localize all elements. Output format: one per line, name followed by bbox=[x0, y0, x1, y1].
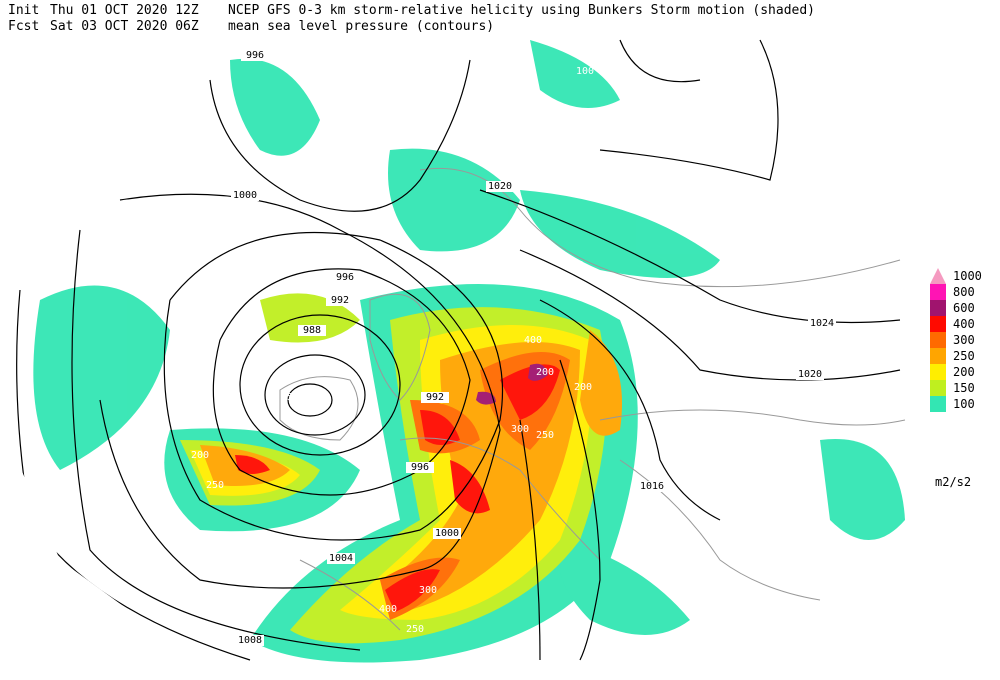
contour-label: 992 bbox=[426, 392, 444, 403]
legend-swatch bbox=[930, 348, 946, 364]
contour-label-bg bbox=[298, 325, 326, 336]
helicity-label: 150 bbox=[281, 392, 299, 403]
contour-label: 996 bbox=[246, 50, 264, 61]
contour-label: 992 bbox=[331, 295, 349, 306]
legend-swatch bbox=[930, 268, 946, 284]
legend-swatch bbox=[930, 316, 946, 332]
init-time: Thu 01 OCT 2020 12Z bbox=[50, 3, 199, 18]
legend-swatch bbox=[930, 380, 946, 396]
contour-label-bg bbox=[433, 528, 461, 539]
legend-label: 800 bbox=[953, 285, 975, 299]
contour-label: 1008 bbox=[238, 635, 262, 646]
contour-label: 988 bbox=[303, 325, 321, 336]
contour-label-bg bbox=[796, 369, 824, 380]
helicity-label: 100 bbox=[619, 184, 637, 195]
legend: 1000 800 600 400 300 250 200 150 100 m2/s2 bbox=[930, 268, 982, 489]
contour-label-bg bbox=[638, 481, 666, 492]
helicity-label: 250 bbox=[206, 480, 224, 491]
helicity-label: 200 bbox=[191, 450, 209, 461]
helicity-label: 200 bbox=[536, 367, 554, 378]
legend-label: 150 bbox=[953, 381, 975, 395]
title: NCEP GFS 0-3 km storm-relative helicity … bbox=[228, 3, 815, 18]
contour-label-bg bbox=[406, 462, 434, 473]
legend-label: 400 bbox=[953, 317, 975, 331]
legend-label: 200 bbox=[953, 365, 975, 379]
contour-label-bg bbox=[808, 318, 836, 329]
legend-label: 600 bbox=[953, 301, 975, 315]
contour-label: 1004 bbox=[329, 553, 353, 564]
contour-label-bg bbox=[421, 392, 449, 403]
contour-label-bg bbox=[486, 181, 514, 192]
helicity-label: 200 bbox=[291, 420, 309, 431]
contour-label-bg bbox=[236, 635, 264, 646]
helicity-label: 100 bbox=[103, 507, 121, 518]
helicity-label: 400 bbox=[379, 604, 397, 615]
shading bbox=[33, 40, 905, 663]
helicity-label: 100 bbox=[576, 66, 594, 77]
helicity-label: 150 bbox=[59, 469, 77, 480]
helicity-label: 150 bbox=[259, 597, 277, 608]
legend-label: 250 bbox=[953, 349, 975, 363]
contour-label: 996 bbox=[336, 272, 354, 283]
legend-swatch bbox=[930, 332, 946, 348]
fcst-time: Sat 03 OCT 2020 06Z bbox=[50, 19, 199, 34]
contour-label-bg bbox=[241, 50, 269, 61]
shade-labels: 100 100 100 150 200 250 200 400 300 250 200 300 400 2… bbox=[59, 66, 637, 635]
contour-label-bg bbox=[326, 295, 354, 306]
helicity-label: 400 bbox=[524, 335, 542, 346]
legend-swatch bbox=[930, 300, 946, 316]
init-label: Init bbox=[8, 3, 39, 18]
helicity-label: 200 bbox=[574, 382, 592, 393]
legend-label: 300 bbox=[953, 333, 975, 347]
contour-label: 1020 bbox=[798, 369, 822, 380]
helicity-label: 300 bbox=[419, 585, 437, 596]
legend-swatch bbox=[930, 396, 946, 412]
contour-label: 996 bbox=[411, 462, 429, 473]
contour-label: 1000 bbox=[233, 190, 257, 201]
legend-label: 1000 bbox=[953, 269, 982, 283]
contour-label-bg bbox=[327, 553, 355, 564]
helicity-label: 300 bbox=[511, 424, 529, 435]
contour-label: 1000 bbox=[435, 528, 459, 539]
contour-label-bg bbox=[331, 272, 359, 283]
legend-swatch bbox=[930, 364, 946, 380]
subtitle: mean sea level pressure (contours) bbox=[228, 19, 494, 34]
contour-label: 1016 bbox=[640, 481, 664, 492]
helicity-label: 100 bbox=[186, 195, 204, 206]
helicity-label: 250 bbox=[406, 624, 424, 635]
contour-label: 1024 bbox=[810, 318, 834, 329]
legend-swatch bbox=[930, 284, 946, 300]
legend-units: m2/s2 bbox=[935, 475, 971, 489]
map-domain bbox=[16, 39, 906, 663]
contour-label: 1020 bbox=[488, 181, 512, 192]
fcst-label: Fcst bbox=[8, 19, 39, 34]
contour-label-bg bbox=[231, 190, 259, 201]
helicity-label: 100 bbox=[361, 117, 379, 128]
helicity-label: 250 bbox=[536, 430, 554, 441]
helicity-label: 150 bbox=[566, 260, 584, 271]
contour-labels: 996 1000 996 992 988 992 996 1000 1004 1008 1020 10… bbox=[231, 50, 836, 646]
legend-label: 100 bbox=[953, 397, 975, 411]
